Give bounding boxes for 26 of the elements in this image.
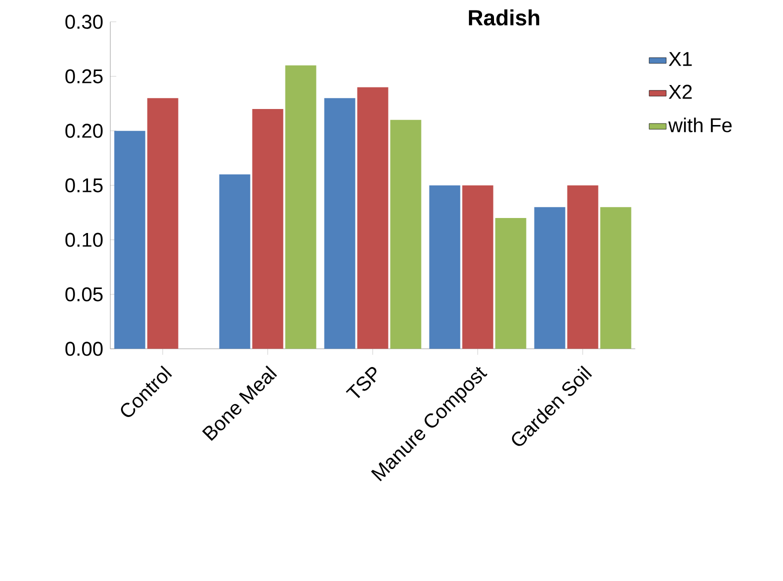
bar: [462, 185, 494, 349]
legend-label: X1: [668, 52, 692, 66]
bar: [357, 87, 388, 349]
bar: [252, 109, 284, 349]
bar: [147, 98, 178, 349]
y-tick-label: 0.10: [65, 232, 103, 247]
x-tick-label: TSP: [346, 367, 376, 398]
bar: [534, 207, 566, 349]
chart-title: Radish: [468, 9, 540, 26]
bar: [429, 185, 460, 349]
bar: [219, 174, 250, 349]
y-tick-label: 0.05: [65, 287, 103, 302]
y-tick-label: 0.25: [65, 69, 103, 84]
bar: [600, 207, 632, 349]
y-tick-label: 0.30: [65, 14, 103, 29]
bar: [324, 98, 356, 349]
bar: [390, 120, 422, 349]
bar: [285, 65, 316, 349]
y-tick-label: 0.00: [65, 342, 103, 356]
legend-label: X2: [668, 84, 692, 99]
bar: [567, 185, 598, 349]
y-tick-label: 0.20: [65, 124, 103, 138]
bar: [495, 218, 526, 349]
bar: [114, 130, 146, 349]
y-tick-label: 0.15: [65, 178, 103, 192]
legend-label: with Fe: [668, 118, 732, 132]
